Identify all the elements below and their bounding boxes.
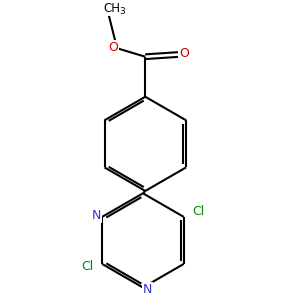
Text: Cl: Cl [81,260,93,273]
Text: N: N [92,209,101,222]
Text: O: O [179,47,189,60]
Text: O: O [108,41,118,54]
Text: 3: 3 [119,7,124,16]
Text: CH: CH [103,2,120,15]
Text: Cl: Cl [193,205,205,218]
Text: N: N [143,284,152,296]
